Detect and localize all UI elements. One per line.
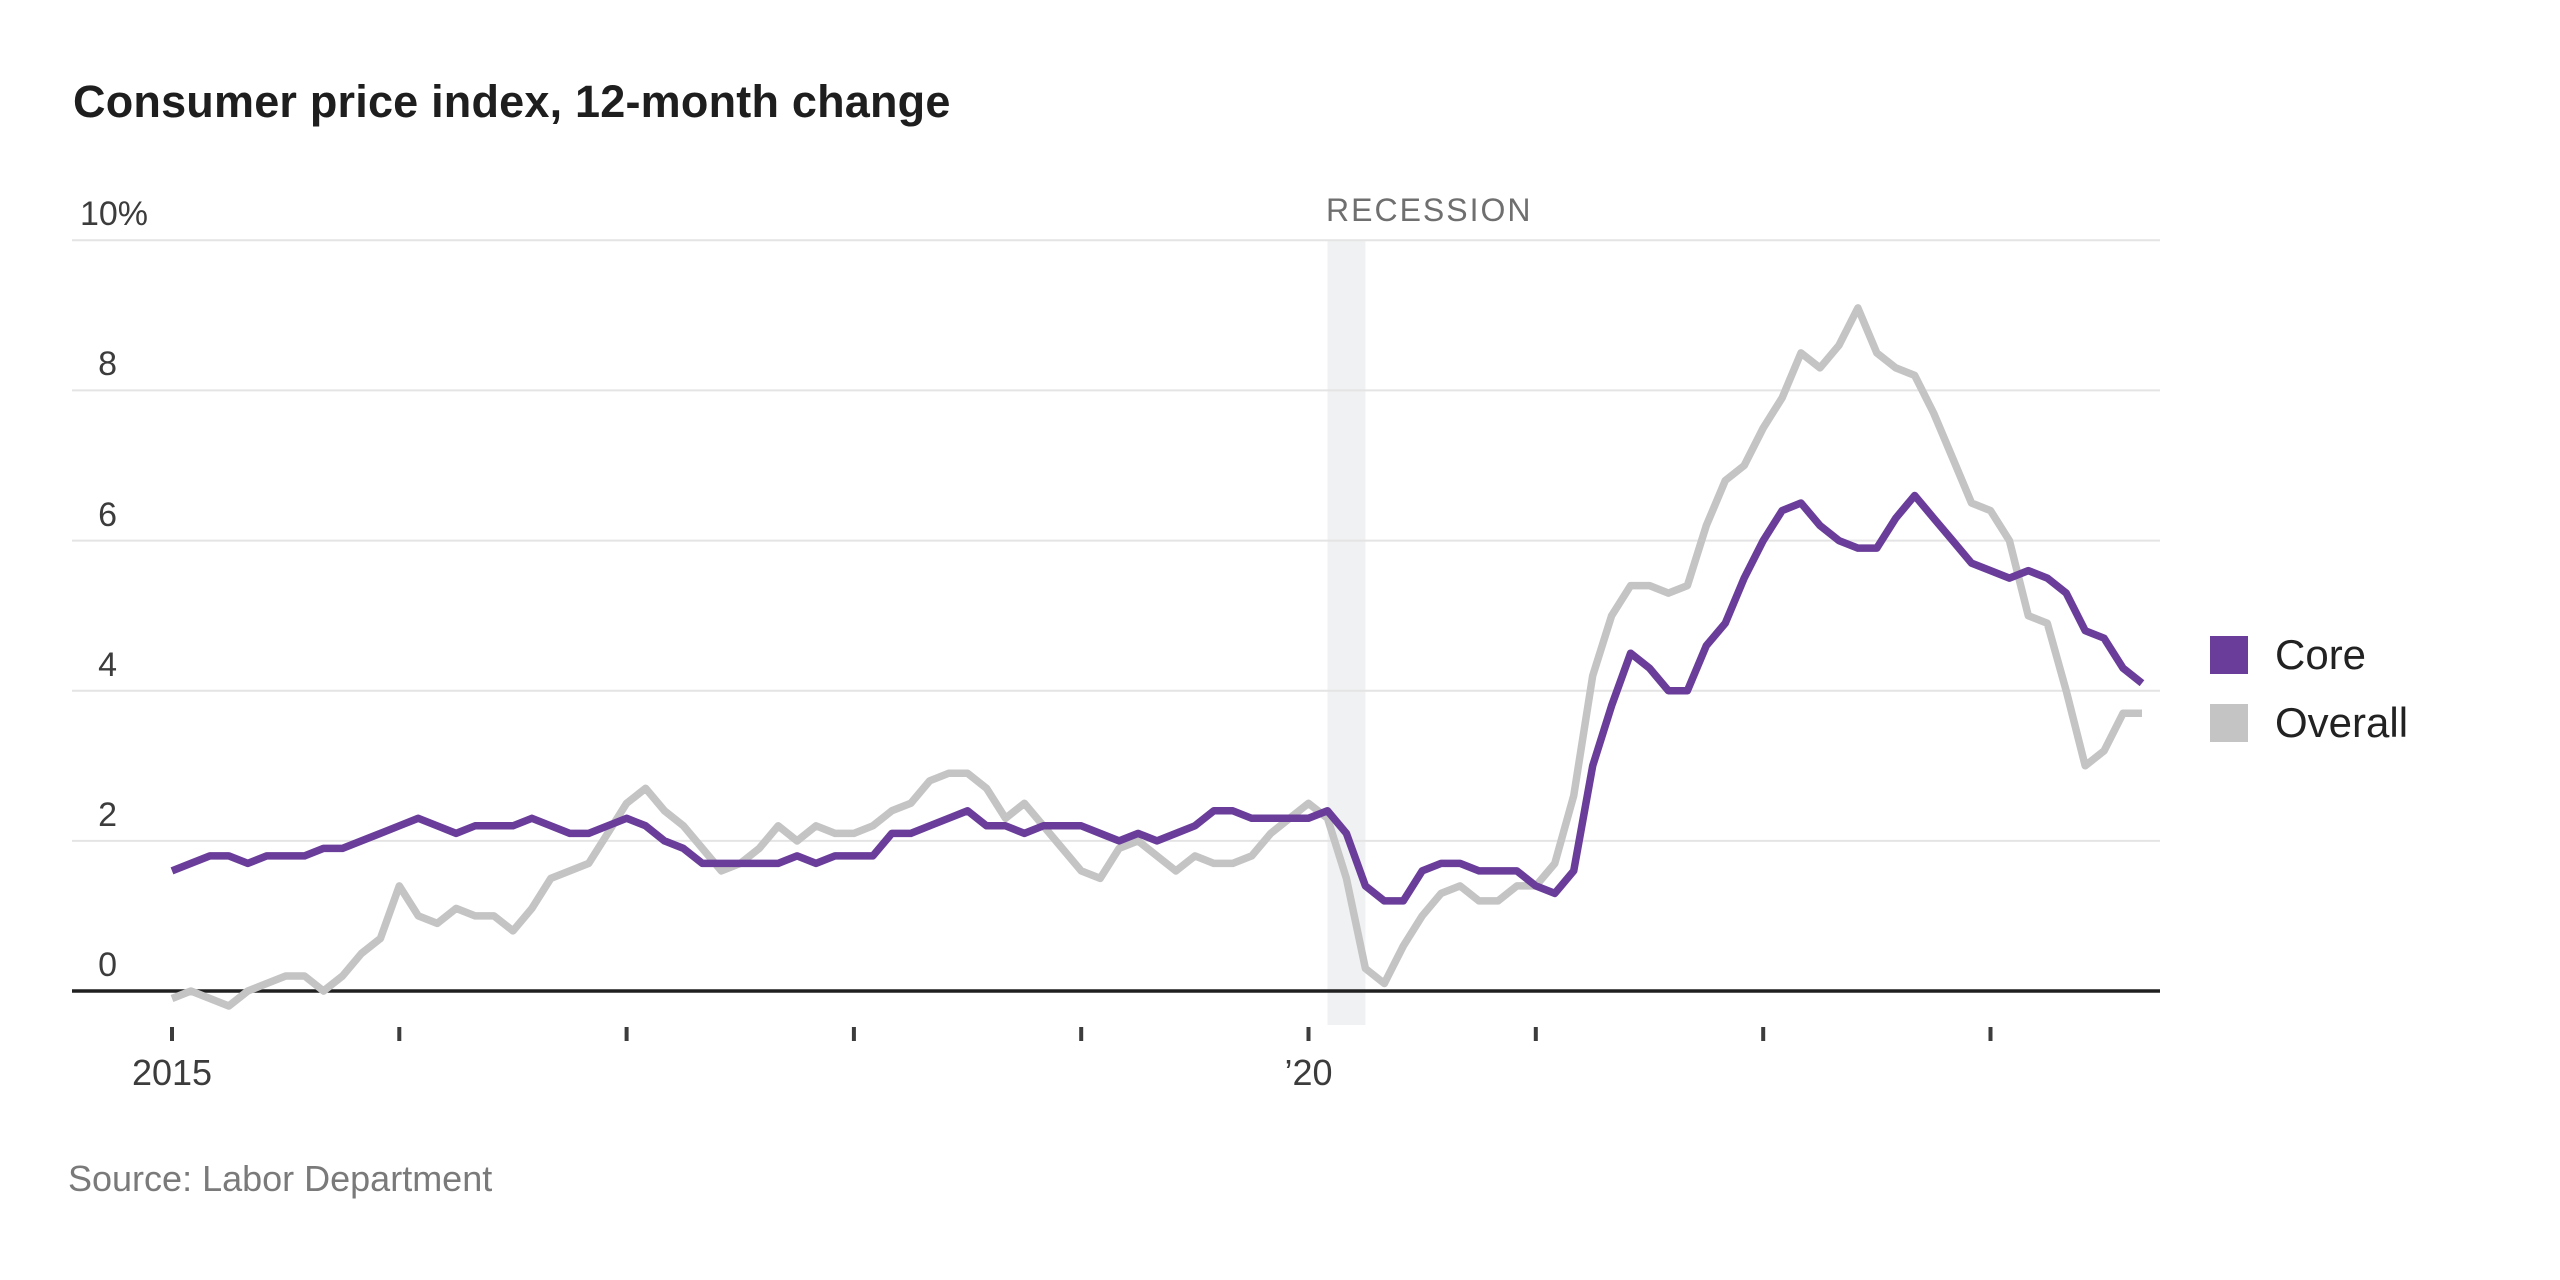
series-overall <box>170 304 2142 1010</box>
recession-band <box>1327 240 1366 1025</box>
y-axis-label: 2 <box>98 795 117 834</box>
y-axis-label: 0 <box>98 946 117 984</box>
y-axis-label: 4 <box>98 645 117 684</box>
y-axis-label: 6 <box>98 495 117 534</box>
legend-swatch-overall <box>2210 704 2248 742</box>
legend-item: Core <box>2210 634 2408 676</box>
y-axis-label: 10% <box>79 195 148 234</box>
recession-label: RECESSION <box>1326 192 1533 228</box>
legend-swatch-core <box>2210 636 2248 674</box>
legend: Core Overall <box>2210 634 2408 744</box>
legend-item: Overall <box>2210 702 2408 744</box>
x-axis-label: 2015 <box>131 1052 213 1093</box>
x-axis-label: ’20 <box>1284 1052 1333 1093</box>
y-axis-label: 8 <box>98 345 117 384</box>
chart-title: Consumer price index, 12-month change <box>73 76 951 127</box>
series-core <box>170 491 2145 905</box>
legend-label: Overall <box>2275 699 2409 746</box>
legend-label: Core <box>2275 631 2367 678</box>
source-note: Source: Labor Department <box>68 1158 493 1199</box>
